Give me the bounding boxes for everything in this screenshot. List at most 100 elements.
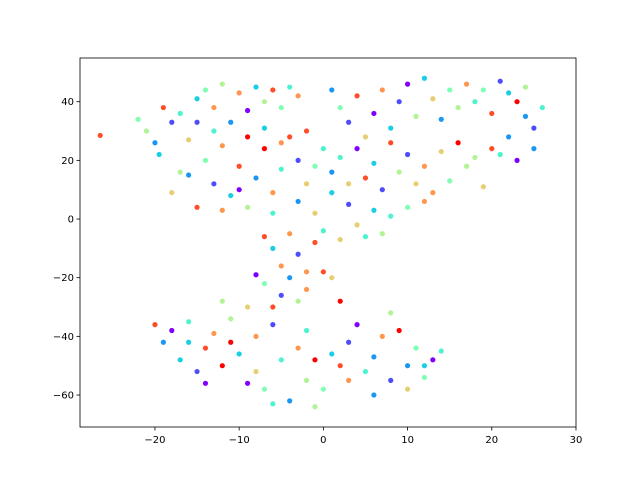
data-point (295, 198, 301, 205)
data-point (261, 125, 268, 131)
data-point (270, 322, 276, 328)
x-tick-label: −20 (144, 435, 165, 446)
data-point (194, 368, 200, 375)
data-point (211, 330, 217, 337)
data-point (329, 351, 335, 357)
data-point (531, 125, 537, 131)
data-point (312, 404, 318, 410)
data-point (236, 90, 242, 96)
data-point (312, 210, 318, 216)
data-point (253, 175, 259, 181)
data-point (362, 175, 369, 181)
data-point (219, 207, 225, 213)
data-point (489, 110, 495, 117)
data-point (303, 377, 310, 383)
data-point (514, 157, 520, 163)
data-point (186, 339, 192, 345)
data-point (228, 316, 234, 322)
data-point (388, 213, 394, 219)
data-point (329, 190, 335, 196)
data-point (354, 222, 360, 228)
data-point (287, 134, 293, 140)
y-tick-label: 40 (61, 97, 74, 108)
data-point (253, 272, 259, 278)
data-point (379, 187, 385, 193)
data-point (236, 187, 242, 193)
data-point (278, 140, 284, 146)
data-point (202, 345, 209, 351)
data-point (371, 160, 377, 166)
data-point (156, 151, 162, 158)
data-point (287, 398, 293, 404)
y-tick-label: −40 (53, 332, 74, 343)
data-point (514, 99, 520, 105)
y-tick-label: 20 (61, 156, 74, 167)
data-point (261, 280, 268, 287)
data-point (430, 190, 436, 196)
data-point (438, 348, 444, 354)
data-point (388, 377, 394, 383)
data-point (228, 192, 234, 199)
x-tick-label: 10 (401, 435, 414, 446)
data-point (320, 146, 326, 152)
data-point (177, 110, 183, 117)
data-point (388, 140, 394, 146)
data-point (379, 333, 385, 339)
data-point (219, 298, 225, 304)
data-point (337, 236, 343, 243)
data-point (270, 401, 276, 407)
data-point (413, 345, 419, 351)
data-point (472, 154, 478, 161)
data-point (244, 134, 251, 140)
data-point (371, 392, 377, 398)
data-point (388, 310, 394, 316)
data-point (480, 87, 486, 93)
data-point (413, 113, 419, 119)
data-point (506, 90, 512, 96)
points-layer (97, 75, 545, 410)
data-point (219, 143, 225, 149)
data-point (287, 84, 293, 90)
data-point (211, 128, 217, 134)
data-point (421, 374, 428, 381)
data-point (362, 134, 369, 140)
data-point (202, 157, 209, 163)
data-point (261, 99, 268, 105)
data-point (447, 178, 453, 184)
data-point (194, 204, 200, 210)
data-point (404, 363, 411, 369)
data-point (404, 81, 411, 87)
data-point (261, 234, 268, 240)
data-point (329, 87, 335, 93)
data-point (278, 166, 284, 172)
data-point (388, 125, 394, 131)
data-point (329, 275, 335, 281)
data-point (278, 292, 284, 298)
data-point (438, 116, 444, 122)
data-point (320, 386, 326, 392)
data-point (371, 354, 377, 360)
data-point (169, 119, 175, 125)
data-point (354, 93, 360, 99)
data-point (160, 339, 166, 345)
data-point (295, 251, 301, 257)
data-point (371, 110, 377, 117)
data-point (346, 181, 352, 187)
data-point (295, 298, 301, 304)
data-point (244, 304, 251, 310)
data-point (312, 239, 318, 246)
data-point (421, 198, 428, 205)
data-point (455, 140, 461, 146)
data-point (497, 151, 503, 158)
data-point (480, 184, 486, 190)
data-point (539, 104, 545, 111)
data-point (404, 386, 411, 392)
data-point (337, 154, 343, 161)
data-point (270, 245, 276, 251)
data-point (202, 87, 209, 93)
data-point (253, 368, 259, 375)
data-point (463, 81, 470, 87)
data-point (287, 275, 293, 281)
data-point (194, 96, 200, 102)
